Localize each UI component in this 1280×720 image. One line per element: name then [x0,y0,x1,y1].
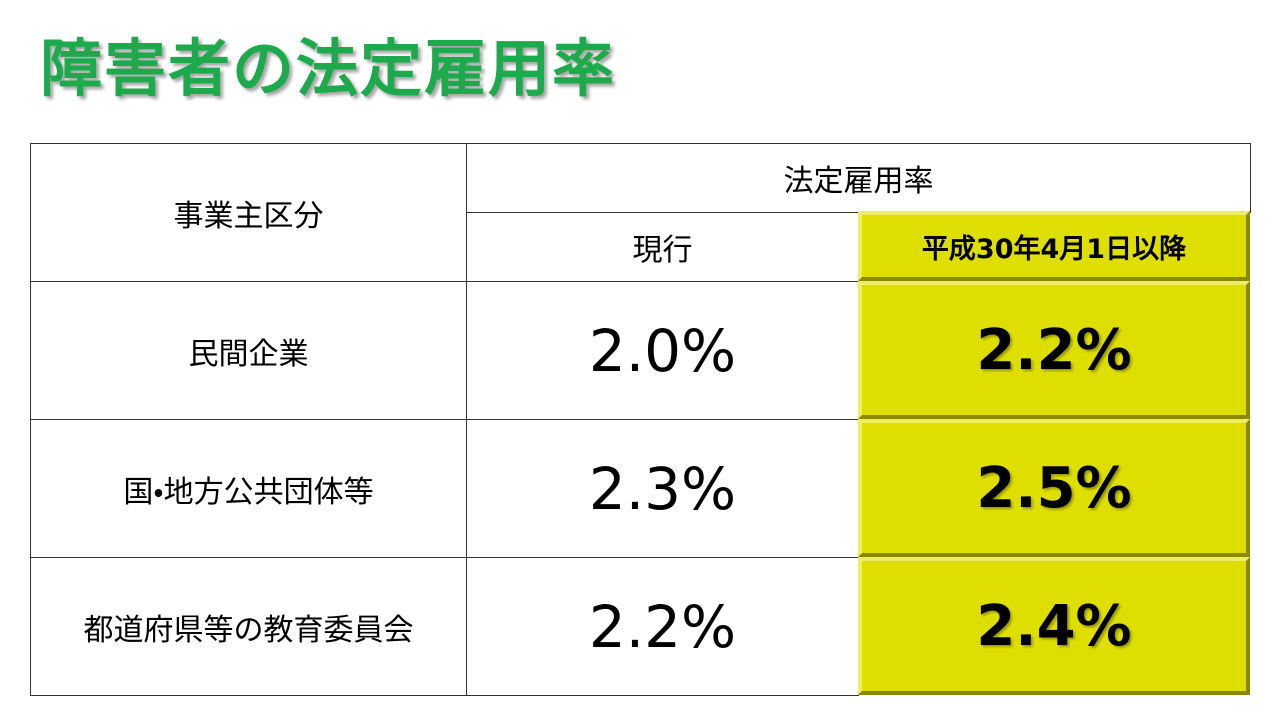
header-category: 事業主区分 [30,143,467,282]
row-label: 民間企業 [30,281,467,420]
header-new: 平成30年4月1日以降 [858,211,1250,281]
new-rate: 2.2% [858,281,1250,419]
current-rate: 2.3% [466,419,859,558]
row-label: 都道府県等の教育委員会 [30,557,467,696]
header-current: 現行 [466,212,859,282]
current-rate: 2.0% [466,281,859,420]
title: 障害者の法定雇用率 [40,32,617,105]
row-label: 国・地方公共団体等 [30,419,467,558]
new-rate: 2.4% [858,557,1250,695]
current-rate: 2.2% [466,557,859,696]
new-rate: 2.5% [858,419,1250,557]
header-group: 法定雇用率 [466,143,1251,213]
